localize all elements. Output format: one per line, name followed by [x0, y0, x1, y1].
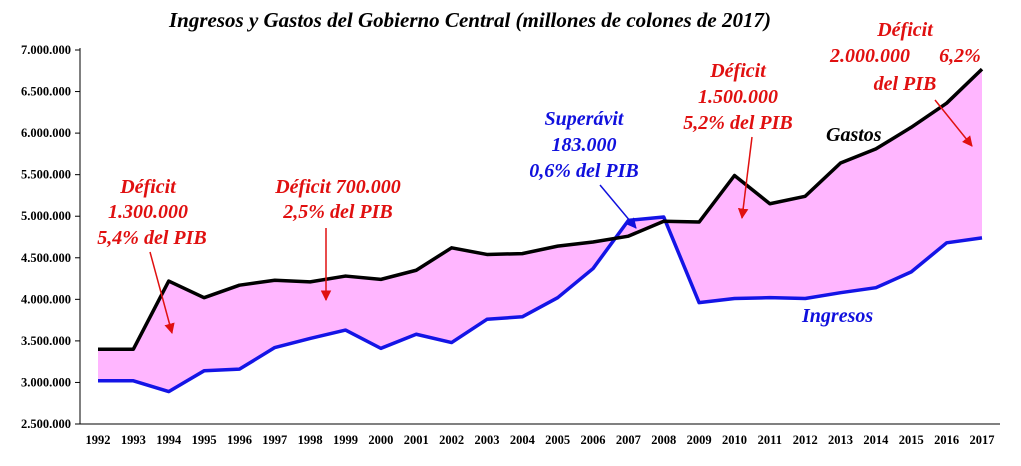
x-tick-label: 2012 [793, 433, 818, 447]
x-axis: 1992 1993 1994 1995 1996 1997 1998 1999 2000 2001… [80, 423, 1000, 447]
annotation-line: Superávit [545, 108, 625, 130]
y-tick-label: 3.500.000 [21, 334, 71, 348]
annotation-line: 1.300.000 [108, 201, 188, 223]
annotation-line: 6,2% [939, 45, 981, 67]
y-tick-label: 6.000.000 [21, 126, 71, 140]
annotation-line: 2.000.000 [829, 45, 910, 67]
annotation-line: del PIB [874, 73, 937, 95]
annotation-line: 0,6% del PIB [529, 160, 638, 182]
deficit-surplus-fill [98, 69, 982, 392]
x-tick-label: 2007 [616, 433, 641, 447]
x-tick-label: 2005 [545, 433, 570, 447]
annotation-line: Déficit 700.000 [274, 176, 401, 198]
x-tick-label: 2015 [899, 433, 924, 447]
x-tick-label: 2006 [581, 433, 606, 447]
x-tick-label: 1993 [121, 433, 146, 447]
y-axis: 2.500.000 3.000.000 3.500.000 4.000.000 4.50… [21, 43, 81, 431]
x-tick-label: 1997 [262, 433, 287, 447]
x-tick-label: 1994 [156, 433, 182, 447]
annotation-line: Déficit [119, 176, 177, 198]
x-tick-label: 2017 [970, 433, 995, 447]
annotation-deficit-1994: Déficit 1.300.000 5,4% del PIB [97, 176, 206, 249]
y-tick-label: 5.000.000 [21, 209, 71, 223]
annotation-arrow [737, 136, 753, 220]
series-lines [98, 67, 984, 394]
y-tick-label: 2.500.000 [21, 417, 71, 431]
x-tick-label: 2008 [651, 433, 676, 447]
series-line-ingresos [98, 215, 983, 394]
x-tick-label: 2013 [828, 433, 853, 447]
annotation-arrows [149, 99, 973, 335]
x-tick-label: 2001 [404, 433, 429, 447]
y-tick-label: 3.000.000 [21, 375, 71, 389]
annotation-line: Déficit [709, 60, 767, 82]
y-tick-label: 5.500.000 [21, 168, 71, 182]
x-tick-label: 2002 [439, 433, 464, 447]
annotation-line: Déficit [876, 19, 934, 41]
chart-title: Ingresos y Gastos del Gobierno Central (… [168, 8, 771, 32]
x-tick-label: 2003 [474, 433, 499, 447]
y-tick-label: 4.000.000 [21, 292, 71, 306]
series-line-gastos [98, 67, 984, 351]
annotation-deficit-1998: Déficit 700.000 2,5% del PIB [274, 176, 401, 223]
gastos-series-label: Gastos [826, 124, 882, 146]
x-tick-label: 2004 [510, 433, 536, 447]
x-tick-label: 1995 [192, 433, 217, 447]
x-tick-label: 2011 [758, 433, 782, 447]
annotation-deficit-2010: Déficit 1.500.000 5,2% del PIB [683, 60, 792, 134]
annotation-arrow [149, 251, 175, 335]
x-tick-label: 2014 [863, 433, 889, 447]
y-tick-label: 6.500.000 [21, 85, 71, 99]
annotation-arrow [599, 184, 637, 229]
x-tick-label: 1996 [227, 433, 252, 447]
annotation-line: 1.500.000 [698, 86, 778, 108]
fill-area [98, 69, 982, 392]
x-tick-label: 2000 [368, 433, 393, 447]
y-tick-label: 4.500.000 [21, 251, 71, 265]
x-tick-label: 2016 [934, 433, 959, 447]
annotation-line: 2,5% del PIB [282, 201, 392, 223]
y-tick-label: 7.000.000 [21, 43, 71, 57]
ingresos-series-label: Ingresos [801, 305, 873, 327]
annotation-line: 5,2% del PIB [683, 112, 792, 134]
annotation-line: 183.000 [552, 134, 617, 156]
annotation-line: 5,4% del PIB [97, 227, 206, 249]
annotation-superavit-2007: Superávit 183.000 0,6% del PIB [529, 108, 638, 182]
annotation-deficit-2017: Déficit 2.000.000 del PIB 6,2% [829, 19, 981, 95]
x-tick-label: 1999 [333, 433, 358, 447]
x-tick-label: 1992 [86, 433, 111, 447]
x-tick-label: 2009 [687, 433, 712, 447]
x-tick-label: 1998 [298, 433, 323, 447]
annotation-arrow [934, 99, 973, 147]
x-tick-label: 2010 [722, 433, 747, 447]
